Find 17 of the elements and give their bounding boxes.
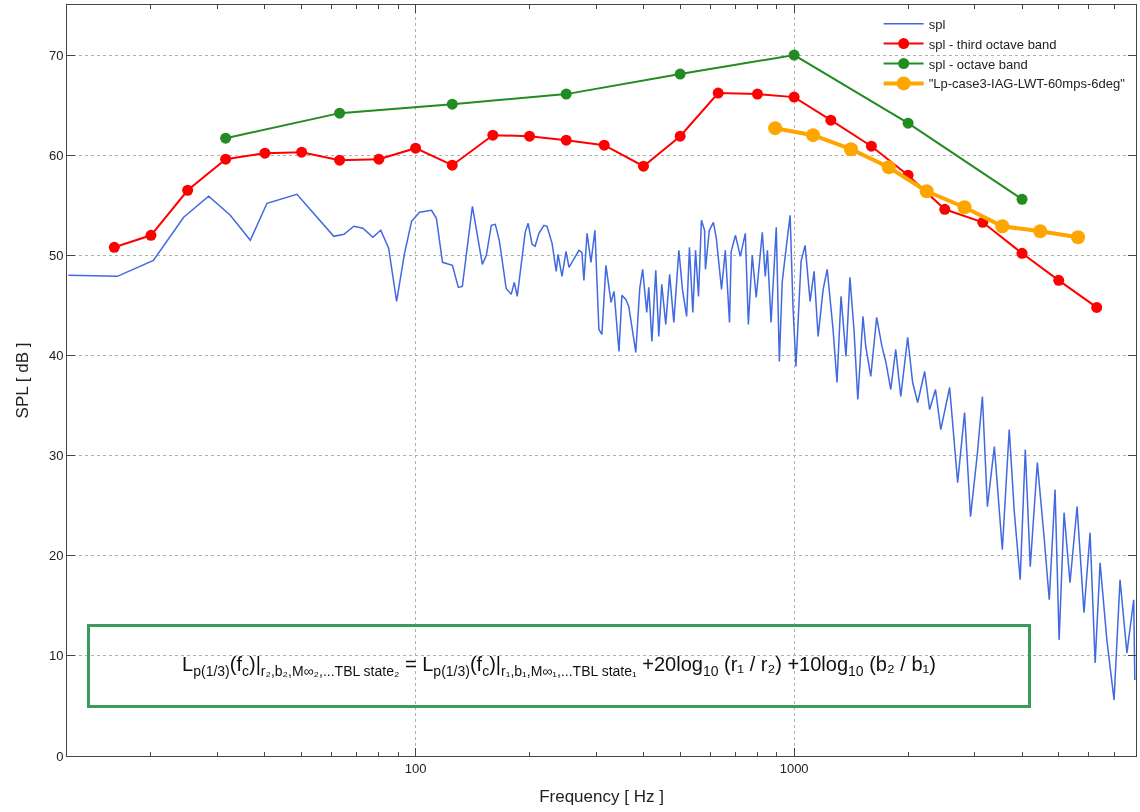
text: L$_{p(1/3)}$(f$_{c}$)|$_{r₂,b₂,M∞₂,...TBL state₂}$ = L$_{p(1/3)}$(f$_{c}$)|$_{r₁,b₁,M∞₁,...TBL state₁}$ +20log$_{10}$ (r₁ / r₂) +10log$_{10}$ (b₂ / b₁) [182,653,936,679]
y-tick-label: 60 [48,147,64,163]
y-tick-label: 50 [48,247,64,263]
x-tick-label: 1000 [779,760,809,776]
y-axis-title: SPL [ dB ] [13,342,33,419]
x-tick-label: 100 [404,760,427,776]
legend-label: spl - third octave band [928,36,1057,52]
legend-label: spl [928,16,946,32]
legend-label: "Lp-case3-IAG-LWT-60mps-6deg" [928,76,1126,92]
x-axis-title: Frequency [ Hz ] [539,787,664,806]
y-tick-label: 30 [48,448,64,464]
y-tick-label: 40 [48,348,64,364]
y-tick-label: 20 [48,548,64,564]
y-tick-label: 10 [48,648,64,664]
legend-label: spl - octave band [928,56,1028,72]
y-tick-label: 0 [56,748,64,764]
y-tick-label: 70 [48,47,64,63]
